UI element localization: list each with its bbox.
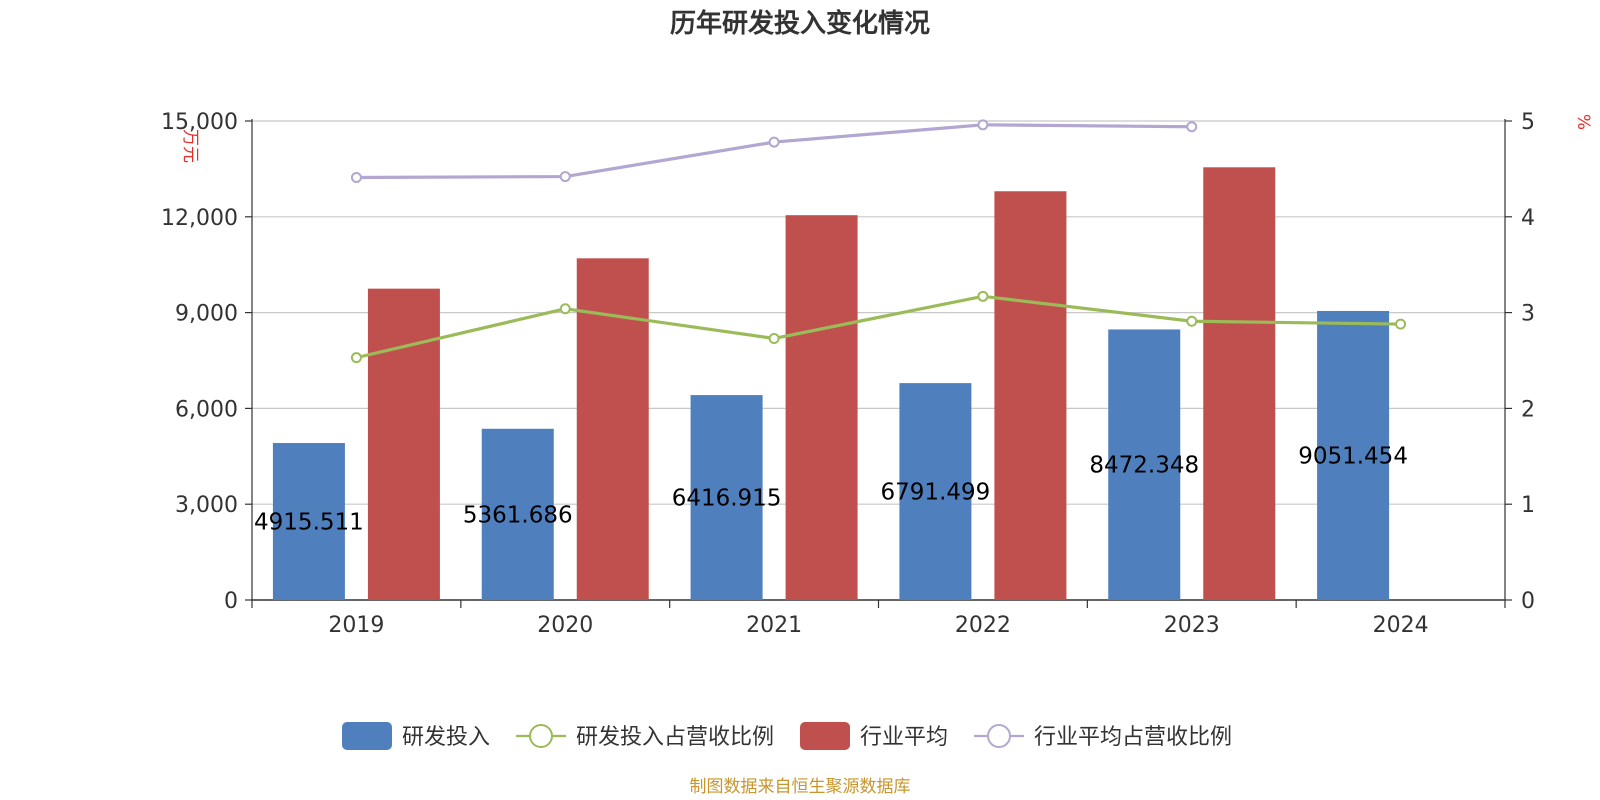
legend-label: 行业平均占营收比例 bbox=[1034, 725, 1232, 750]
line-研发投入占营收比例 bbox=[356, 294, 1401, 360]
bar-series bbox=[272, 167, 1390, 600]
bar-value-label: 6416.915 bbox=[672, 486, 782, 512]
bar-value-label: 4915.511 bbox=[254, 510, 364, 536]
legend-swatch-marker bbox=[987, 724, 1011, 748]
line-行业平均占营收比例 bbox=[356, 123, 1192, 180]
legend-label: 研发投入 bbox=[402, 725, 490, 750]
right-axis-unit: % bbox=[1573, 114, 1593, 130]
bar-研发投入 bbox=[1108, 329, 1181, 600]
left-tick-label: 15,000 bbox=[161, 110, 238, 135]
bar-value-label: 5361.686 bbox=[463, 502, 573, 528]
line-series bbox=[350, 119, 1407, 364]
left-tick-label: 12,000 bbox=[161, 206, 238, 231]
bar-value-label: 6791.499 bbox=[881, 480, 991, 506]
point-行业平均占营收比例 bbox=[559, 171, 571, 183]
x-tick-label: 2022 bbox=[955, 613, 1011, 638]
bar-行业平均 bbox=[1203, 167, 1276, 600]
left-y-axis: 0 3,000 6,000 9,000 12,000 15,000 bbox=[161, 110, 253, 614]
point-行业平均占营收比例 bbox=[1186, 121, 1198, 133]
bar-value-label: 8472.348 bbox=[1089, 453, 1199, 479]
legend-swatch-marker bbox=[529, 724, 553, 748]
point-行业平均占营收比例 bbox=[350, 172, 362, 184]
bar-研发投入 bbox=[272, 443, 345, 600]
right-y-axis: 0 1 2 3 4 5 bbox=[1504, 110, 1535, 614]
right-tick-label: 1 bbox=[1521, 493, 1535, 518]
left-tick-label: 3,000 bbox=[175, 493, 238, 518]
point-研发投入占营收比例 bbox=[768, 332, 780, 344]
x-tick-label: 2020 bbox=[537, 613, 593, 638]
bar-value-label: 9051.454 bbox=[1298, 443, 1408, 469]
legend-label: 行业平均 bbox=[860, 725, 948, 750]
x-tick-label: 2021 bbox=[746, 613, 802, 638]
point-研发投入占营收比例 bbox=[559, 303, 571, 315]
point-行业平均占营收比例 bbox=[768, 136, 780, 148]
point-研发投入占营收比例 bbox=[977, 290, 989, 302]
right-tick-label: 4 bbox=[1521, 206, 1535, 231]
point-研发投入占营收比例 bbox=[350, 352, 362, 364]
bar-行业平均 bbox=[576, 258, 649, 600]
left-tick-label: 6,000 bbox=[175, 397, 238, 422]
x-tick-label: 2019 bbox=[328, 613, 384, 638]
bar-研发投入 bbox=[899, 383, 972, 600]
right-tick-label: 5 bbox=[1521, 110, 1535, 135]
source-note: 制图数据来自恒生聚源数据库 bbox=[690, 777, 911, 797]
bar-研发投入 bbox=[690, 395, 763, 600]
left-axis-unit: 万元 bbox=[180, 129, 200, 163]
right-tick-label: 2 bbox=[1521, 397, 1535, 422]
right-tick-label: 3 bbox=[1521, 302, 1535, 327]
right-tick-label: 0 bbox=[1521, 589, 1535, 614]
legend-swatch-bar bbox=[342, 722, 392, 750]
legend-swatch-bar bbox=[800, 722, 850, 750]
bar-研发投入 bbox=[1317, 310, 1390, 600]
bar-研发投入 bbox=[481, 428, 554, 600]
x-axis: 2019 2020 2021 2022 2023 2024 bbox=[251, 599, 1506, 638]
point-行业平均占营收比例 bbox=[977, 119, 989, 131]
x-tick-label: 2024 bbox=[1373, 613, 1429, 638]
data-labels: 4915.511 5361.686 6416.915 6791.499 8472.348… bbox=[254, 443, 1408, 535]
left-tick-label: 9,000 bbox=[175, 302, 238, 327]
left-tick-label: 0 bbox=[224, 589, 238, 614]
point-研发投入占营收比例 bbox=[1186, 315, 1198, 327]
bar-行业平均 bbox=[785, 215, 858, 600]
grid-lines bbox=[252, 120, 1505, 505]
legend: 研发投入 研发投入占营收比例 行业平均 行业平均占营收比例 bbox=[342, 722, 1232, 750]
bar-行业平均 bbox=[367, 288, 440, 600]
bar-行业平均 bbox=[994, 191, 1067, 600]
legend-label: 研发投入占营收比例 bbox=[576, 725, 774, 750]
point-研发投入占营收比例 bbox=[1395, 318, 1407, 330]
chart-title: 历年研发投入变化情况 bbox=[670, 8, 930, 39]
x-tick-label: 2023 bbox=[1164, 613, 1220, 638]
